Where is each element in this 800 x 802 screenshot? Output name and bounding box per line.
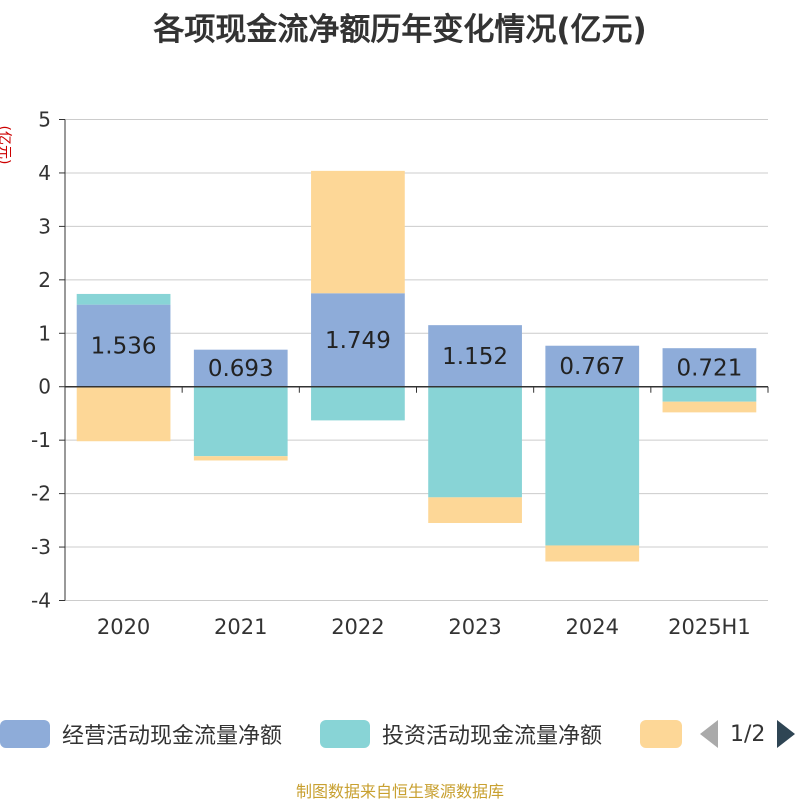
bar-segment[interactable] bbox=[311, 386, 405, 421]
bar-segment[interactable] bbox=[662, 401, 757, 413]
y-tick-label: 5 bbox=[38, 108, 51, 132]
y-tick-label: -2 bbox=[31, 482, 51, 506]
y-tick-label: -4 bbox=[31, 589, 51, 613]
y-tick-label: -3 bbox=[31, 535, 51, 559]
y-tick-label: 2 bbox=[38, 268, 51, 292]
stacked-bar-chart: -4 -3 -2 -1 0 1 2 3 4 5 2020 2021 2022 2023 2024 2025H1… bbox=[0, 108, 769, 639]
bar-segment[interactable] bbox=[193, 456, 288, 461]
x-tick-label: 2023 bbox=[448, 615, 501, 639]
legend-swatch-operating bbox=[0, 720, 50, 748]
prev-page-icon[interactable] bbox=[700, 720, 718, 748]
legend-item-operating[interactable]: 经营活动现金流量净额 bbox=[0, 712, 282, 756]
next-page-icon[interactable] bbox=[777, 720, 796, 748]
bar-segment[interactable] bbox=[545, 345, 640, 387]
bar-segment[interactable] bbox=[662, 386, 757, 402]
y-axis-label: (亿元) bbox=[0, 126, 12, 165]
bar-value-label: 1.152 bbox=[442, 344, 508, 370]
bar-segment[interactable] bbox=[311, 293, 405, 387]
bar-value-label: 0.767 bbox=[559, 354, 625, 380]
legend-page-indicator: 1/2 bbox=[730, 721, 766, 747]
x-tick-label: 2025H1 bbox=[668, 615, 751, 639]
y-tick-label: 0 bbox=[38, 375, 51, 399]
axes: -4 -3 -2 -1 0 1 2 3 4 5 2020 2021 2022 2023 2024 2025H1 bbox=[31, 108, 769, 639]
bar-segment[interactable] bbox=[428, 497, 522, 524]
bar-segment[interactable] bbox=[76, 304, 171, 387]
x-tick-label: 2020 bbox=[97, 615, 150, 639]
source-note: 制图数据来自恒生聚源数据库 bbox=[295, 782, 504, 801]
bar-segment[interactable] bbox=[76, 386, 171, 442]
legend-label-investing: 投资活动现金流量净额 bbox=[382, 724, 603, 749]
bar-segment[interactable] bbox=[545, 386, 640, 546]
bar-value-label: 1.536 bbox=[91, 334, 157, 360]
bar-segment[interactable] bbox=[545, 545, 640, 562]
y-tick-label: 4 bbox=[38, 161, 51, 185]
x-tick-label: 2021 bbox=[214, 615, 267, 639]
bars bbox=[76, 170, 757, 562]
y-tick-label: 1 bbox=[38, 321, 51, 345]
x-tick-label: 2024 bbox=[566, 615, 619, 639]
legend-pager: 1/2 bbox=[700, 712, 796, 756]
bar-segment[interactable] bbox=[76, 293, 171, 305]
legend-label-operating: 经营活动现金流量净额 bbox=[62, 724, 283, 749]
legend: 经营活动现金流量净额 投资活动现金流量净额 bbox=[0, 712, 800, 756]
bar-value-label: 0.721 bbox=[676, 355, 742, 381]
bar-segment[interactable] bbox=[428, 386, 522, 498]
legend-item-investing[interactable]: 投资活动现金流量净额 bbox=[320, 712, 602, 756]
y-tick-label: 3 bbox=[38, 214, 51, 238]
data-labels: 1.536 0.693 1.749 1.152 0.767 0.721 bbox=[91, 328, 743, 382]
x-tick-label: 2022 bbox=[331, 615, 384, 639]
bar-value-label: 0.693 bbox=[208, 356, 274, 382]
grid-lines bbox=[65, 119, 768, 601]
bar-segment[interactable] bbox=[193, 386, 288, 457]
bar-segment[interactable] bbox=[662, 348, 757, 387]
y-tick-label: -1 bbox=[31, 428, 51, 452]
bar-value-label: 1.749 bbox=[325, 328, 391, 354]
bar-segment[interactable] bbox=[428, 325, 522, 387]
legend-swatch-financing bbox=[640, 720, 682, 748]
chart-title: 各项现金流净额历年变化情况(亿元) bbox=[153, 12, 647, 48]
bar-segment[interactable] bbox=[311, 170, 405, 294]
bar-segment[interactable] bbox=[193, 349, 288, 387]
legend-item-financing[interactable] bbox=[640, 712, 694, 756]
legend-swatch-investing bbox=[320, 720, 370, 748]
